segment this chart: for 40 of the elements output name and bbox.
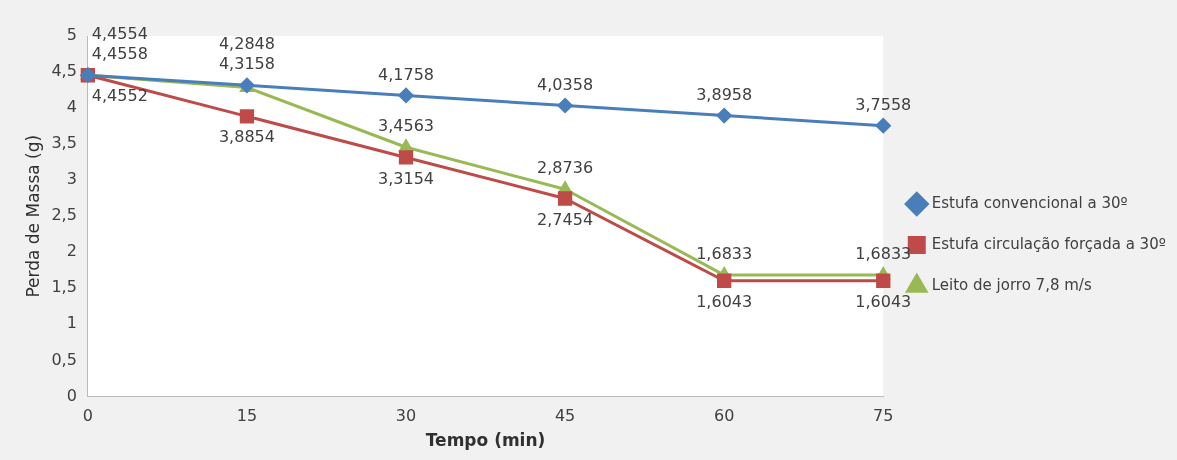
x-tick-label: 60 [713,406,735,426]
y-tick-label: 3,5 [51,133,77,153]
y-tick-label: 2,5 [51,205,77,225]
y-tick-label: 5 [66,25,77,45]
x-tick-label: 30 [395,406,417,426]
legend-label: Leito de jorro 7,8 m/s [931,275,1092,294]
x-tick-label: 15 [236,406,258,426]
data-label: 3,8958 [696,84,753,104]
y-tick-label: 1 [66,313,77,333]
data-label: 4,0358 [537,74,594,94]
y-tick-label: 2 [66,241,77,261]
data-label: 3,4563 [378,116,434,136]
y-tick-label: 3 [66,169,77,189]
data-label: 2,7454 [537,209,594,229]
x-axis-title: Tempo (min) [425,430,546,451]
data-label: 4,1758 [378,64,434,84]
x-tick-label: 0 [82,406,93,426]
data-label: 3,8854 [218,127,275,147]
data-label: 4,2848 [218,34,275,54]
data-label: 1,6043 [855,291,912,311]
y-axis-title: Perda de Massa (g) [22,134,43,298]
data-label: 4,4558 [91,44,148,64]
data-label: 4,4552 [91,86,148,106]
data-label: 1,6833 [696,244,753,264]
x-tick-label: 45 [554,406,576,426]
data-label: 3,7558 [855,94,912,114]
y-tick-label: 0,5 [51,349,77,369]
data-label: 2,8736 [537,158,594,178]
y-tick-label: 1,5 [51,277,77,297]
data-label: 3,3154 [378,168,434,188]
y-tick-label: 0 [66,385,77,405]
data-label: 1,6043 [696,291,753,311]
x-tick-label: 75 [873,406,894,426]
legend-label: Estufa convencional a 30º [931,193,1128,212]
y-tick-label: 4,5 [51,61,77,81]
data-label: 4,4554 [91,24,148,44]
y-tick-label: 4 [66,97,77,117]
data-label: 1,6833 [855,244,912,264]
legend-label: Estufa circulação forçada a 30º [931,234,1166,253]
data-label: 4,3158 [218,54,275,74]
